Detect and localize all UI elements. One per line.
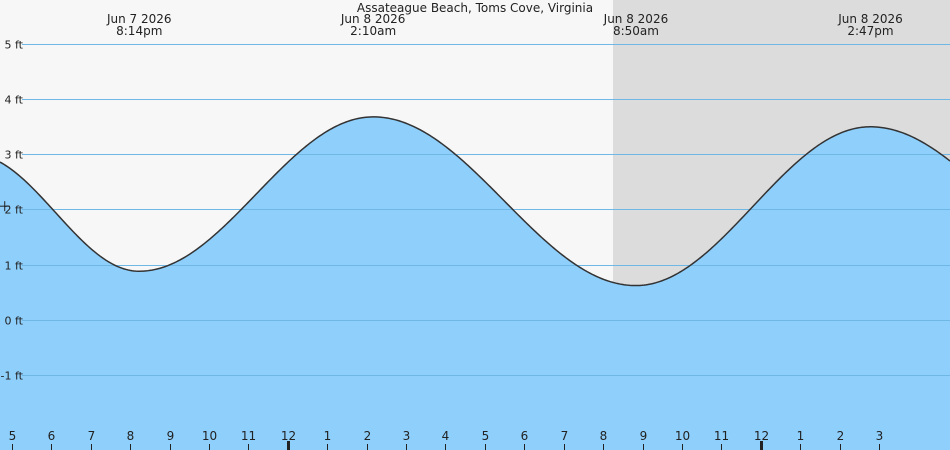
- x-tick-label: 8: [600, 429, 608, 443]
- x-tick-label: 12: [754, 429, 769, 443]
- event-time: 2:47pm: [847, 24, 893, 38]
- x-tick-label: 7: [561, 429, 569, 443]
- x-tick-label: 11: [714, 429, 729, 443]
- x-axis: 5 6 7 8 9 10 11 12 1 2 3 4 5 6 7 8 9 10 11 12 1 2 3: [9, 429, 884, 450]
- x-tick-label: 6: [521, 429, 529, 443]
- event-time: 2:10am: [350, 24, 396, 38]
- current-time-marker: [0, 201, 10, 212]
- y-tick-label: 1 ft: [5, 260, 24, 273]
- event-date: Jun 8 2026: [837, 12, 903, 26]
- y-tick-label: 5 ft: [5, 39, 24, 52]
- y-tick-label: 0 ft: [5, 315, 24, 328]
- event-date: Jun 7 2026: [106, 12, 172, 26]
- event-time: 8:14pm: [116, 24, 162, 38]
- x-tick-label: 10: [202, 429, 217, 443]
- x-tick-label: 2: [837, 429, 845, 443]
- y-axis-labels: 5 ft 4 ft 3 ft 2 ft 1 ft 0 ft -1 ft: [1, 39, 24, 383]
- y-tick-label: 2 ft: [5, 204, 24, 217]
- x-tick-label: 12: [281, 429, 296, 443]
- tide-area: [0, 116, 950, 450]
- x-tick-label: 6: [48, 429, 56, 443]
- chart-title: Assateague Beach, Toms Cove, Virginia: [357, 1, 593, 15]
- y-tick-label: 4 ft: [5, 94, 24, 107]
- tide-curve: [0, 116, 950, 287]
- x-tick-label: 5: [9, 429, 17, 443]
- x-tick-label: 11: [241, 429, 256, 443]
- event-date: Jun 8 2026: [603, 12, 669, 26]
- x-tick-label: 7: [88, 429, 96, 443]
- x-tick-label: 9: [167, 429, 175, 443]
- event-date: Jun 8 2026: [340, 12, 406, 26]
- x-tick-label: 2: [364, 429, 372, 443]
- x-tick-label: 4: [442, 429, 450, 443]
- y-tick-label: -1 ft: [1, 370, 24, 383]
- x-tick-label: 1: [797, 429, 805, 443]
- x-tick-label: 3: [876, 429, 884, 443]
- x-tick-label: 5: [482, 429, 490, 443]
- gridlines-under-water: [22, 44, 950, 376]
- event-time: 8:50am: [613, 24, 659, 38]
- x-tick-label: 10: [675, 429, 690, 443]
- x-tick-label: 1: [324, 429, 332, 443]
- x-tick-label: 8: [127, 429, 135, 443]
- y-tick-label: 3 ft: [5, 149, 24, 162]
- x-tick-label: 3: [403, 429, 411, 443]
- x-tick-label: 9: [640, 429, 648, 443]
